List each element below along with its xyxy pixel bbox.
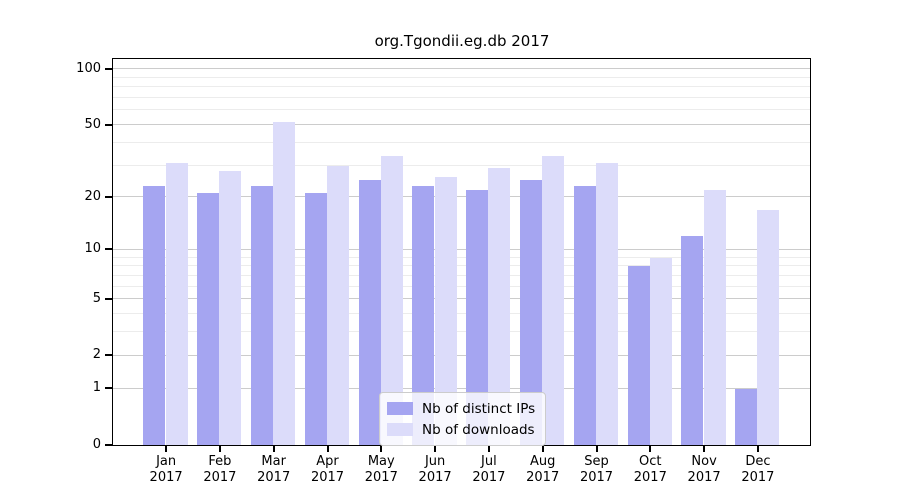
x-tick-label-may: May 2017 [364,453,398,485]
bar-downloads-feb [219,170,242,445]
y-tick-mark [105,354,112,357]
x-tick-mark [595,446,598,453]
bar-downloads-jan [165,162,188,445]
legend-entry: Nb of downloads [387,419,535,440]
x-tick-label-sep: Sep 2017 [579,453,614,485]
bar-ips-apr [304,193,327,445]
minor-gridline [113,265,810,267]
y-tick-label: 10 [84,241,101,257]
major-gridline [113,124,810,125]
major-gridline [113,68,810,70]
bar-ips-may [358,179,381,445]
bar-ips-mar [250,186,274,445]
y-tick-label: 20 [84,188,101,204]
bar-ips-jun [412,186,435,445]
y-tick-mark [105,67,112,70]
minor-gridline [113,274,810,276]
minor-gridline [113,313,810,314]
minor-gridline [113,285,810,287]
x-tick-mark [434,446,437,453]
major-gridline [113,387,810,389]
legend-swatch-downloads [387,423,413,436]
x-tick-label-jul: Jul 2017 [472,453,506,485]
x-tick-label-nov: Nov 2017 [687,453,721,485]
minor-gridline [113,256,810,258]
x-tick-mark [218,446,221,453]
bar-downloads-apr [326,165,350,445]
bar-ips-sep [573,186,596,445]
x-tick-label-dec: Dec 2017 [741,453,775,485]
x-tick-mark [326,446,329,453]
x-tick-label-mar: Mar 2017 [257,453,291,485]
x-tick-mark [541,446,544,453]
major-gridline [113,248,810,250]
bar-downloads-jul [488,168,511,445]
bar-ips-jan [143,186,166,445]
bar-downloads-mar [273,121,296,445]
minor-gridline [113,164,810,166]
bar-downloads-may [380,155,403,445]
y-tick-mark [105,443,112,446]
legend: Nb of distinct IPs Nb of downloads [379,392,547,446]
x-tick-mark [649,446,652,453]
bar-downloads-sep [595,162,619,445]
major-gridline [113,354,810,356]
x-tick-mark [272,446,275,453]
chart-title: org.Tgondii.eg.db 2017 [374,32,550,50]
bar-ips-dec [735,388,758,445]
x-tick-mark [703,446,706,453]
bar-ips-feb [197,193,220,445]
y-tick-label: 1 [92,380,101,396]
legend-entry: Nb of distinct IPs [387,398,535,419]
minor-gridline [113,141,810,143]
bar-downloads-nov [703,189,726,445]
plot-area [112,58,811,446]
bar-downloads-oct [649,257,672,445]
y-tick-label: 100 [76,60,101,76]
y-tick-mark [105,195,112,198]
bar-ips-aug [519,179,543,445]
x-tick-label-aug: Aug 2017 [526,453,560,485]
x-tick-label-feb: Feb 2017 [203,453,237,485]
bar-downloads-jun [434,176,457,445]
x-tick-mark [380,446,383,453]
legend-label: Nb of downloads [422,421,535,438]
minor-gridline [113,97,810,99]
x-tick-label-jun: Jun 2017 [418,453,452,485]
x-tick-label-jan: Jan 2017 [149,453,183,485]
minor-gridline [113,86,810,88]
bar-downloads-dec [757,209,780,445]
bar-ips-nov [681,236,704,445]
minor-gridline [113,331,810,333]
legend-swatch-ips [387,402,413,415]
y-tick-label: 5 [92,290,101,306]
y-tick-label: 2 [92,347,101,363]
y-tick-mark [105,248,112,251]
minor-gridline [113,76,810,78]
major-gridline [113,298,810,300]
bar-downloads-aug [542,155,565,445]
y-tick-label: 0 [92,436,101,452]
bar-ips-jul [466,189,489,445]
major-gridline [113,196,810,198]
y-tick-label: 50 [84,116,101,132]
x-tick-mark [165,446,168,453]
x-tick-mark [756,446,759,453]
x-tick-mark [487,446,490,453]
y-tick-mark [105,297,112,300]
x-tick-label-oct: Oct 2017 [633,453,667,485]
y-tick-mark [105,387,112,390]
bar-ips-oct [627,266,650,445]
y-tick-mark [105,123,112,126]
minor-gridline [113,109,810,111]
x-tick-label-apr: Apr 2017 [310,453,345,485]
legend-label: Nb of distinct IPs [422,400,536,417]
